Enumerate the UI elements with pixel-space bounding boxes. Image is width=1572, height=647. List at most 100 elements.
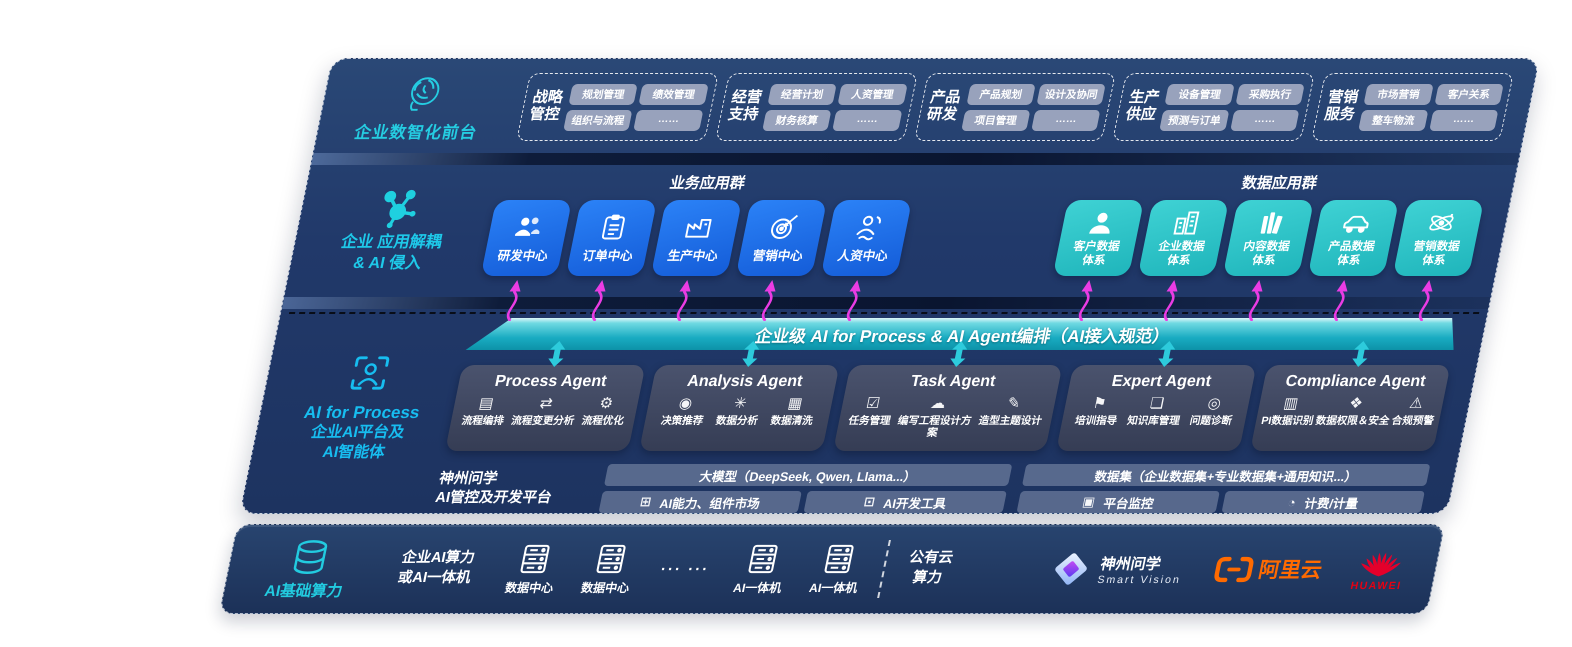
- server-icon: [520, 544, 550, 573]
- compute-label-zone: AI基础算力: [247, 538, 370, 601]
- monitor-icon: ▣: [1081, 494, 1097, 509]
- agent-item: ▤ 流程编排: [460, 395, 506, 427]
- diagnosis-icon: ◎: [1206, 395, 1223, 412]
- database-icon: [293, 539, 328, 574]
- double-arrow-icon: [1352, 341, 1370, 367]
- group-operation: 经营 支持 经营计划 人资管理 财务核算 ……: [714, 73, 918, 141]
- ai-devtools-bar: ⊡ AI开发工具: [803, 491, 1007, 513]
- chip: 客户关系: [1434, 83, 1504, 105]
- agent-item: ⚑ 培训指导: [1073, 395, 1119, 427]
- platform-dataset-group: 数据集（企业数据集+专业数据集+通用知识...） ▣ 平台监控 ◔ 计费/计量: [1016, 464, 1431, 513]
- chip: 规划管理: [568, 83, 639, 105]
- agents-row: Process Agent ▤ 流程编排 ⇄ 流程变更分析 ⚙ 流程优化 Analys…: [445, 341, 1451, 451]
- perspective-wrapper: 企业数智化前台 战略 管控 规划管理 绩效管理 组织与流程 …… 经营 支持 经营计…: [218, 58, 1541, 614]
- chip: 设计及协同: [1036, 83, 1107, 105]
- front-layer-label-zone: 企业数智化前台: [314, 59, 529, 153]
- pink-arrow: [591, 280, 606, 322]
- tile-content-data: 内容数据 体系: [1222, 200, 1315, 322]
- platform-model-group: 大模型（DeepSeek, Qwen, Llama...） ⊞ AI能力、组件市场…: [598, 464, 1013, 513]
- front-layer-title: 企业数智化前台: [352, 124, 479, 142]
- atom-icon: [1429, 213, 1454, 231]
- agent-item: ❏ 知识库管理: [1126, 395, 1182, 427]
- front-office-layer: 企业数智化前台 战略 管控 规划管理 绩效管理 组织与流程 …… 经营 支持 经营计…: [314, 59, 1539, 153]
- compute-title: AI基础算力: [263, 582, 345, 600]
- vertical-dashed-divider: [877, 540, 892, 598]
- billing-bar: ◔ 计费/计量: [1221, 491, 1425, 513]
- ai-layer-label-zone: AI for Process 企业AI平台及 AI智能体: [269, 353, 457, 463]
- agent-card-task: Task Agent ☑ 任务管理 ☁ 编写工程设计方案 ✎ 造型主题设计: [833, 341, 1063, 451]
- tile-marketing-center: 营销中心: [735, 200, 828, 322]
- node-datacenter: 数据中心: [580, 543, 639, 596]
- ai-market-bar: ⊞ AI能力、组件市场: [598, 491, 802, 513]
- pi-data-icon: ▥: [1282, 395, 1300, 412]
- tile-product-data: 产品数据 体系: [1307, 200, 1400, 322]
- platform-row: 神州问学 AI管控及开发平台 大模型（DeepSeek, Qwen, Llama.…: [432, 464, 1431, 513]
- app-layer-label-zone: 企业 应用解耦 & AI 侵入: [284, 165, 503, 297]
- task-icon: ☑: [864, 395, 882, 412]
- chip: ……: [1428, 109, 1499, 131]
- car-icon: [1343, 215, 1369, 233]
- tile-customer-data: 客户数据 体系: [1052, 200, 1145, 322]
- workflow-icon: ▤: [477, 395, 496, 412]
- tile-order-center: 订单中心: [565, 200, 658, 322]
- customer-icon: [1089, 212, 1110, 234]
- theme-design-icon: ✎: [1005, 395, 1022, 412]
- tile-marketing-data: 营销数据 体系: [1392, 200, 1485, 322]
- agent-item: ✳ 数据分析: [714, 395, 760, 427]
- business-app-group: 业务应用群 研发中心 订单中心 生产中心: [476, 165, 919, 322]
- scan-person-icon: [350, 356, 390, 390]
- data-app-group: 数据应用群 客户数据 体系 企业数据 体系 内容数据 体系: [1048, 165, 1491, 322]
- dev-tools-icon: ⊡: [862, 494, 877, 509]
- chip: 整车物流: [1358, 109, 1429, 131]
- optimize-icon: ⚙: [597, 395, 615, 412]
- chip: 经营计划: [767, 83, 838, 105]
- chip: ……: [1031, 109, 1101, 131]
- agent-item: ▥ PI数据识别: [1260, 395, 1315, 427]
- agent-item: ✎ 造型主题设计: [977, 395, 1044, 427]
- training-icon: ⚑: [1091, 395, 1109, 412]
- data-analysis-icon: ✳: [732, 395, 749, 412]
- group-strategy: 战略 管控 规划管理 绩效管理 组织与流程 ……: [516, 73, 719, 141]
- main-panel: 企业数智化前台 战略 管控 规划管理 绩效管理 组织与流程 …… 经营 支持 经营计…: [239, 58, 1541, 514]
- agent-item: ❖ 数据权限＆安全: [1314, 395, 1391, 427]
- node-ai-appliance: AI一体机: [732, 543, 791, 596]
- agent-item: ▦ 数据清洗: [769, 395, 814, 427]
- hr-person-icon: [856, 215, 881, 241]
- pink-arrow: [506, 280, 521, 322]
- agent-card-expert: Expert Agent ⚑ 培训指导 ❏ 知识库管理 ◎ 问题诊断: [1055, 341, 1257, 451]
- chip: 项目管理: [960, 109, 1031, 131]
- chip: 市场营销: [1363, 83, 1434, 105]
- chip: ……: [832, 109, 903, 131]
- chip: 组织与流程: [563, 109, 633, 131]
- agent-card-analysis: Analysis Agent ◉ 决策推荐 ✳ 数据分析 ▦ 数据清洗: [639, 341, 840, 451]
- monitoring-bar: ▣ 平台监控: [1016, 491, 1220, 513]
- server-icon: [596, 544, 626, 573]
- agent-card-process: Process Agent ▤ 流程编排 ⇄ 流程变更分析 ⚙ 流程优化: [445, 341, 646, 451]
- aliyun-logo: 阿里云: [1212, 554, 1325, 584]
- vendor-logos: 神州问学 Smart Vision 阿里云: [1045, 547, 1415, 592]
- tile-rd-center: 研发中心: [480, 200, 573, 322]
- decision-icon: ◉: [677, 395, 694, 412]
- ellipsis-text: ··· ···: [659, 560, 711, 578]
- aliyun-bracket-icon: [1214, 556, 1254, 582]
- tile-enterprise-data: 企业数据 体系: [1137, 200, 1230, 322]
- agent-card-compliance: Compliance Agent ▥ PI数据识别 ❖ 数据权限＆安全 ⚠ 合规预警: [1249, 341, 1451, 451]
- business-group-title: 业务应用群: [668, 175, 747, 192]
- public-cloud-label: 公有云 算力: [907, 550, 955, 586]
- chip: ……: [633, 109, 704, 131]
- data-clean-icon: ▦: [786, 395, 804, 412]
- server-icon: [824, 544, 854, 573]
- agent-item: ☁ 编写工程设计方案: [896, 395, 973, 439]
- slab-edge: [281, 297, 1491, 309]
- pink-arrow: [846, 280, 861, 322]
- knowledge-base-icon: ❏: [1148, 395, 1166, 412]
- agent-item: ☑ 任务管理: [847, 395, 892, 427]
- huawei-petals-icon: [1360, 552, 1401, 576]
- gauge-icon: ◔: [1286, 494, 1298, 510]
- team-icon: [514, 217, 540, 236]
- function-groups: 战略 管控 规划管理 绩效管理 组织与流程 …… 经营 支持 经营计划 人资管理 财…: [510, 59, 1539, 153]
- server-icon: [748, 544, 778, 573]
- chip: 预测与订单: [1159, 109, 1230, 131]
- smartvision-diamond-icon: [1054, 553, 1087, 585]
